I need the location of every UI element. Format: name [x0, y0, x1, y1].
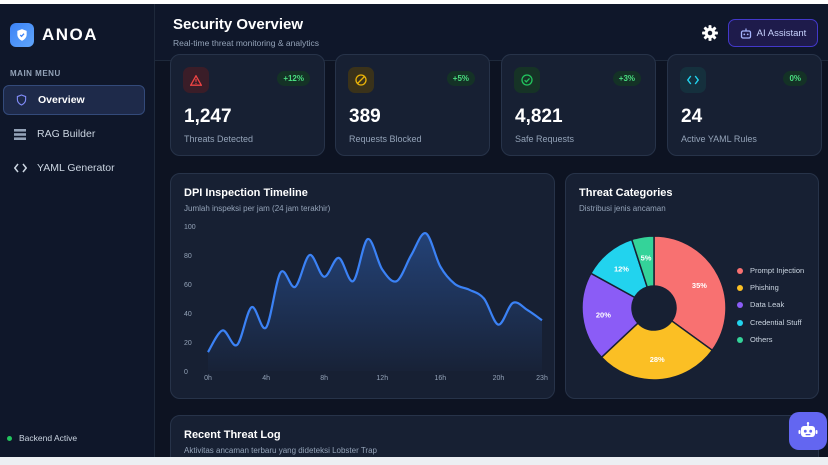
warning-icon	[183, 67, 209, 93]
stat-delta: 0%	[783, 71, 807, 86]
gear-icon[interactable]	[701, 24, 719, 42]
stat-label: Threats Detected	[184, 134, 254, 144]
pie-slice	[600, 319, 714, 381]
sidebar-item-overview[interactable]: Overview	[3, 85, 145, 115]
legend-label: Prompt Injection	[750, 266, 805, 275]
blocked-icon	[348, 67, 374, 93]
legend-label: Phishing	[750, 283, 779, 292]
categories-title: Threat Categories	[579, 187, 673, 199]
slice-percent-label: 28%	[650, 355, 665, 364]
stat-card-yaml-rules: 0% 24 Active YAML Rules	[667, 54, 822, 156]
x-tick-label: 12h	[376, 375, 388, 382]
robot-icon	[798, 422, 818, 437]
stat-value: 1,247	[184, 106, 232, 127]
x-tick-label: 0h	[204, 375, 212, 382]
pie-slice	[630, 235, 655, 289]
legend-item: Data Leak	[737, 300, 784, 309]
stat-card-safe: +3% 4,821 Safe Requests	[501, 54, 656, 156]
legend-dot	[737, 301, 743, 308]
sidebar-item-label: RAG Builder	[37, 128, 96, 140]
dashboard-window: ANOA MAIN MENU Overview RAG Builder YAML…	[0, 4, 828, 457]
timeline-subtitle: Jumlah inspeksi per jam (24 jam terakhir…	[184, 204, 331, 213]
robot-icon	[740, 28, 751, 39]
y-tick-label: 60	[184, 282, 192, 289]
sidebar-item-rag-builder[interactable]: RAG Builder	[3, 119, 145, 149]
timeline-chart: 0 20 40 60 80 100 0h 4h 8h 12h 16h 20h 23h	[184, 224, 548, 382]
x-tick-label: 23h	[536, 375, 548, 382]
legend-item: Others	[737, 335, 773, 344]
sidebar: ANOA MAIN MENU Overview RAG Builder YAML…	[0, 4, 155, 457]
code-icon	[680, 67, 706, 93]
slice-percent-label: 20%	[596, 310, 611, 319]
legend-item: Credential Stuff	[737, 318, 802, 327]
series-line	[207, 232, 543, 353]
backend-status: Backend Active	[7, 433, 77, 443]
legend-item: Phishing	[737, 283, 779, 292]
stat-label: Safe Requests	[515, 134, 575, 144]
y-tick-label: 100	[184, 224, 196, 231]
log-subtitle: Aktivitas ancaman terbaru yang dideteksi…	[184, 446, 377, 455]
stat-card-blocked: +5% 389 Requests Blocked	[335, 54, 490, 156]
legend-dot	[737, 336, 743, 343]
bottom-edge	[0, 457, 828, 465]
stat-value: 389	[349, 106, 381, 127]
legend-item: Prompt Injection	[737, 266, 804, 275]
stat-value: 24	[681, 106, 703, 127]
status-dot	[7, 435, 12, 441]
area-fill	[208, 233, 542, 371]
ai-assistant-label: AI Assistant	[756, 27, 807, 39]
stat-label: Requests Blocked	[349, 134, 422, 144]
sidebar-item-label: YAML Generator	[37, 162, 115, 174]
legend-dot	[737, 267, 743, 274]
app-name: ANOA	[42, 25, 99, 44]
chatbot-fab-button[interactable]	[789, 412, 827, 450]
slice-percent-label: 35%	[692, 281, 707, 290]
shield-icon	[10, 94, 32, 106]
categories-pie-chart: 35% 28% 20% 12% 5%	[581, 235, 727, 381]
sidebar-item-yaml-generator[interactable]: YAML Generator	[3, 153, 145, 183]
x-tick-label: 8h	[320, 375, 328, 382]
stat-delta: +5%	[446, 71, 475, 86]
main-menu-label: MAIN MENU	[10, 69, 61, 78]
shield-logo-icon	[10, 23, 34, 47]
stat-delta: +3%	[612, 71, 641, 86]
x-tick-label: 4h	[262, 375, 270, 382]
database-icon	[9, 128, 31, 140]
page-title: Security Overview	[173, 16, 304, 33]
code-icon	[9, 163, 31, 173]
slice-percent-label: 12%	[614, 265, 629, 274]
stat-value: 4,821	[515, 106, 563, 127]
pie-slice	[653, 235, 727, 352]
stat-card-threats: +12% 1,247 Threats Detected	[170, 54, 325, 156]
categories-subtitle: Distribusi jenis ancaman	[579, 204, 666, 213]
page-subtitle: Real-time threat monitoring & analytics	[173, 38, 319, 48]
pie-slice	[581, 272, 640, 359]
log-title: Recent Threat Log	[184, 429, 281, 441]
legend-dot	[737, 319, 743, 326]
legend-dot	[737, 284, 743, 291]
legend-label: Others	[750, 335, 773, 344]
sidebar-item-label: Overview	[38, 94, 85, 106]
categories-panel: Threat Categories Distribusi jenis ancam…	[565, 173, 819, 399]
y-tick-label: 20	[184, 340, 192, 347]
app-logo[interactable]: ANOA	[10, 23, 98, 47]
backend-status-label: Backend Active	[19, 433, 78, 443]
legend-label: Data Leak	[750, 300, 785, 309]
check-circle-icon	[514, 67, 540, 93]
stat-delta: +12%	[277, 71, 310, 86]
timeline-panel: DPI Inspection Timeline Jumlah inspeksi …	[170, 173, 555, 399]
top-header: Security Overview Real-time threat monit…	[155, 4, 828, 61]
recent-threat-log-panel: Recent Threat Log Aktivitas ancaman terb…	[170, 415, 819, 457]
legend-label: Credential Stuff	[750, 318, 802, 327]
x-tick-label: 20h	[493, 375, 505, 382]
y-tick-label: 0	[184, 369, 188, 376]
ai-assistant-button[interactable]: AI Assistant	[728, 19, 818, 47]
stat-label: Active YAML Rules	[681, 134, 757, 144]
x-tick-label: 16h	[435, 375, 447, 382]
timeline-title: DPI Inspection Timeline	[184, 187, 308, 199]
slice-percent-label: 5%	[641, 254, 652, 263]
y-tick-label: 80	[184, 253, 192, 260]
y-tick-label: 40	[184, 311, 192, 318]
